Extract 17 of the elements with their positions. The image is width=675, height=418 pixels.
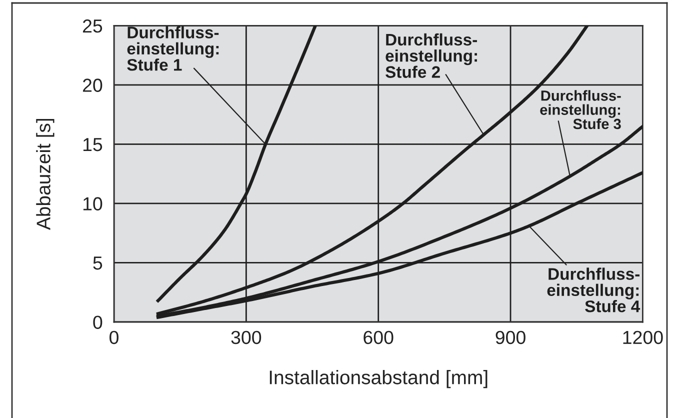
y-axis-title: Abbauzeit [s] — [36, 119, 54, 230]
y-tick-label: 10 — [83, 197, 102, 210]
y-tick-label: 25 — [82, 19, 102, 33]
annotation: Durchfluss- einstellung: Stufe 2 — [386, 33, 477, 78]
y-tick-label: 5 — [93, 256, 102, 270]
y-tick-label: 20 — [82, 78, 102, 92]
annotation: Durchfluss- einstellung: Stufe 1 — [127, 26, 219, 71]
y-tick-label: 0 — [93, 316, 102, 329]
x-axis-title: Installationsabstand [mm] — [270, 370, 488, 388]
x-tick-label: 0 — [110, 330, 118, 344]
annotation: Durchfluss- einstellung: Stufe 3 — [540, 90, 621, 130]
x-tick-label: 600 — [364, 330, 394, 344]
x-tick-label: 1200 — [623, 330, 663, 344]
x-tick-label: 900 — [496, 330, 526, 344]
x-tick-label: 300 — [231, 330, 262, 344]
y-tick-label: 15 — [83, 138, 102, 152]
annotation: Durchfluss- einstellung: Stufe 4 — [547, 268, 640, 312]
